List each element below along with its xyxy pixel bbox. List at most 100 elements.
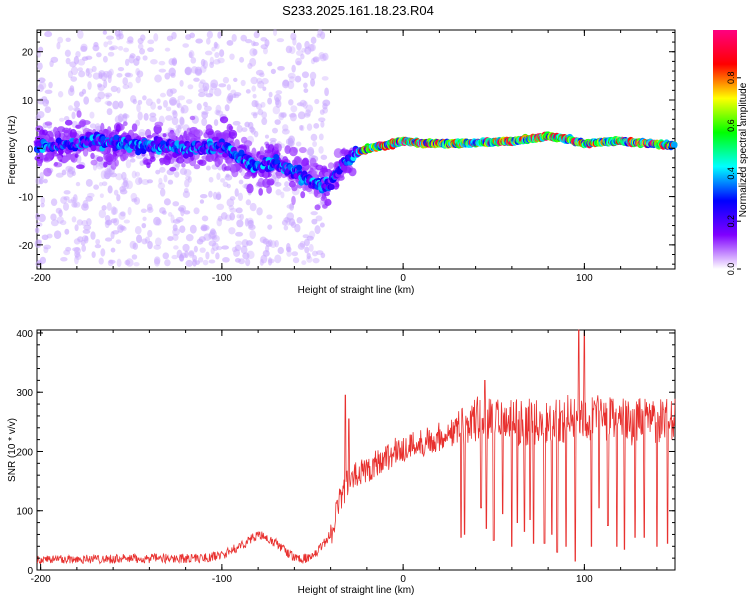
noise-blob: [82, 229, 91, 234]
noise-blob: [89, 111, 95, 119]
noise-blob: [253, 130, 259, 138]
noise-blob: [287, 72, 296, 79]
noise-blob: [125, 180, 133, 190]
noise-blob: [155, 169, 161, 175]
noise-blob: [195, 38, 203, 44]
noise-blob: [104, 220, 110, 229]
noise-blob: [314, 225, 321, 235]
noise-blob: [228, 205, 235, 211]
noise-blob: [94, 96, 102, 103]
noise-blob: [116, 194, 121, 202]
noise-blob: [245, 38, 253, 44]
noise-blob: [322, 52, 329, 61]
noise-blob: [83, 96, 90, 105]
noise-blob: [288, 76, 295, 83]
signal-blob: [262, 178, 271, 188]
noise-blob: [256, 77, 263, 85]
noise-blob: [176, 102, 182, 109]
noise-blob: [57, 36, 64, 44]
noise-blob: [71, 111, 76, 120]
signal-blob: [74, 153, 79, 158]
noise-blob: [110, 247, 116, 253]
noise-blob: [276, 38, 285, 43]
signal-blob: [227, 158, 233, 169]
noise-blob: [284, 181, 290, 188]
noise-blob: [239, 56, 245, 63]
noise-blob: [127, 81, 133, 89]
noise-blob: [103, 41, 108, 48]
noise-blob: [90, 231, 96, 240]
noise-blob: [228, 227, 236, 235]
noise-blob: [115, 173, 123, 181]
noise-blob: [50, 219, 59, 227]
noise-blob: [136, 103, 141, 113]
noise-blob: [275, 90, 283, 95]
signal-blob: [251, 147, 257, 157]
noise-blob: [320, 252, 326, 259]
noise-blob: [65, 246, 72, 252]
signal-blob: [122, 121, 128, 127]
noise-blob: [294, 75, 302, 83]
noise-blob: [73, 55, 79, 65]
noise-blob: [233, 77, 238, 82]
noise-blob: [109, 172, 117, 178]
noise-blob: [110, 206, 117, 216]
noise-blob: [77, 58, 86, 66]
noise-blob: [245, 89, 251, 94]
noise-blob: [164, 259, 171, 267]
noise-blob: [229, 208, 238, 213]
noise-blob: [87, 81, 92, 90]
colorbar-tick-label: 0.2: [726, 215, 736, 228]
noise-blob: [42, 98, 49, 107]
noise-blob: [249, 202, 257, 212]
noise-blob: [260, 37, 268, 42]
noise-blob: [137, 37, 144, 45]
noise-blob: [236, 214, 241, 219]
signal-blob: [76, 110, 82, 118]
signal-blob: [131, 123, 138, 132]
noise-blob: [317, 29, 323, 36]
noise-blob: [146, 203, 153, 211]
noise-blob: [157, 182, 166, 190]
noise-blob: [188, 50, 195, 59]
noise-blob: [249, 230, 256, 239]
noise-blob: [154, 237, 162, 247]
noise-blob: [150, 101, 157, 110]
noise-blob: [134, 177, 143, 186]
noise-blob: [97, 83, 103, 88]
noise-blob: [272, 105, 281, 115]
noise-blob: [37, 84, 44, 93]
noise-blob: [312, 57, 318, 62]
noise-blob: [198, 92, 206, 98]
noise-blob: [240, 34, 247, 42]
noise-blob: [104, 220, 111, 226]
noise-blob: [281, 128, 290, 135]
noise-blob: [134, 171, 141, 177]
noise-blob: [318, 133, 324, 141]
signal-blob: [289, 146, 298, 157]
noise-blob: [72, 107, 80, 112]
signal-blob: [181, 162, 186, 168]
signal-blob: [43, 167, 52, 177]
noise-blob: [142, 216, 147, 221]
noise-blob: [280, 111, 287, 118]
noise-blob: [304, 246, 310, 254]
noise-blob: [226, 84, 232, 91]
noise-blob: [203, 105, 212, 112]
noise-blob: [36, 222, 43, 227]
noise-blob: [93, 184, 100, 190]
noise-blob: [281, 219, 288, 226]
noise-blob: [318, 146, 324, 154]
noise-blob: [112, 100, 120, 110]
noise-blob: [107, 185, 113, 194]
x-tick-label: -100: [212, 273, 232, 284]
noise-blob: [183, 187, 189, 194]
noise-blob: [37, 111, 45, 119]
noise-blob: [190, 57, 197, 64]
noise-blob: [249, 57, 257, 67]
noise-blob: [290, 32, 297, 41]
noise-blob: [209, 61, 215, 69]
noise-blob: [107, 40, 113, 45]
noise-blob: [175, 216, 184, 223]
noise-blob: [266, 214, 273, 220]
